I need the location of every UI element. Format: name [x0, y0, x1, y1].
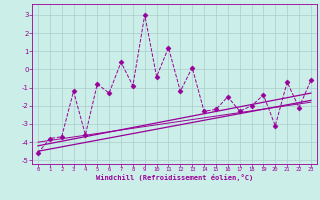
X-axis label: Windchill (Refroidissement éolien,°C): Windchill (Refroidissement éolien,°C): [96, 174, 253, 181]
